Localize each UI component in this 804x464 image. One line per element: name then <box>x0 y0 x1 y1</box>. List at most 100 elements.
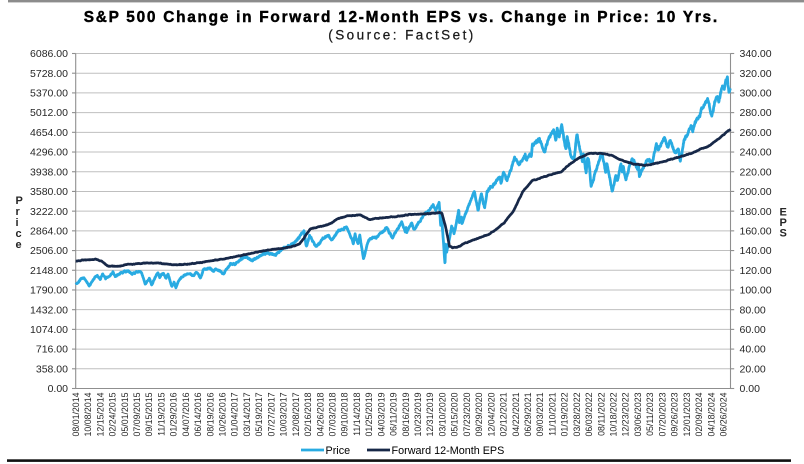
svg-text:04/26/2018: 04/26/2018 <box>315 392 325 436</box>
svg-text:3222.00: 3222.00 <box>30 206 68 218</box>
svg-text:04/03/2019: 04/03/2019 <box>376 392 386 436</box>
svg-text:05/11/2023: 05/11/2023 <box>645 392 655 435</box>
svg-text:12/31/2019: 12/31/2019 <box>425 392 435 436</box>
svg-text:09/29/2020: 09/29/2020 <box>474 392 484 436</box>
svg-text:07/09/2015: 07/09/2015 <box>132 392 142 436</box>
svg-text:280.00: 280.00 <box>740 107 772 119</box>
svg-text:01/04/2017: 01/04/2017 <box>230 392 240 436</box>
svg-text:300.00: 300.00 <box>740 88 772 100</box>
svg-text:i: i <box>16 217 19 229</box>
svg-text:01/29/2016: 01/29/2016 <box>169 392 179 436</box>
svg-text:1432.00: 1432.00 <box>30 304 68 316</box>
svg-text:06/26/2024: 06/26/2024 <box>719 392 729 436</box>
svg-text:10/03/2017: 10/03/2017 <box>279 392 289 436</box>
svg-text:09/03/2021: 09/03/2021 <box>535 392 545 436</box>
svg-text:2148.00: 2148.00 <box>30 265 68 277</box>
svg-text:5012.00: 5012.00 <box>30 107 68 119</box>
svg-text:12/08/2017: 12/08/2017 <box>291 392 301 436</box>
svg-text:P: P <box>780 217 787 229</box>
svg-text:Forward 12-Month EPS: Forward 12-Month EPS <box>392 445 505 457</box>
svg-text:80.00: 80.00 <box>740 304 766 316</box>
svg-text:60.00: 60.00 <box>740 324 766 336</box>
svg-text:09/26/2023: 09/26/2023 <box>670 392 680 436</box>
svg-text:07/23/2020: 07/23/2020 <box>462 392 472 436</box>
svg-text:02/16/2018: 02/16/2018 <box>303 392 313 436</box>
svg-text:P: P <box>16 195 23 207</box>
svg-text:S: S <box>780 228 787 240</box>
svg-text:200.00: 200.00 <box>740 186 772 198</box>
svg-text:09/10/2018: 09/10/2018 <box>340 392 350 436</box>
svg-text:Price: Price <box>326 445 351 457</box>
svg-text:S&P 500 Change in Forward 12-M: S&P 500 Change in Forward 12-Month EPS v… <box>84 9 719 26</box>
svg-text:08/11/2022: 08/11/2022 <box>596 392 606 435</box>
svg-text:240.00: 240.00 <box>740 147 772 159</box>
svg-text:2506.00: 2506.00 <box>30 245 68 257</box>
svg-text:06/11/2019: 06/11/2019 <box>389 392 399 435</box>
svg-text:10/26/2016: 10/26/2016 <box>218 392 228 436</box>
svg-text:220.00: 220.00 <box>740 166 772 178</box>
svg-text:5370.00: 5370.00 <box>30 88 68 100</box>
svg-text:02/12/2021: 02/12/2021 <box>499 392 509 436</box>
svg-text:12/04/2020: 12/04/2020 <box>486 392 496 436</box>
svg-text:08/19/2016: 08/19/2016 <box>205 392 215 436</box>
svg-text:c: c <box>16 228 22 240</box>
svg-text:1074.00: 1074.00 <box>30 324 68 336</box>
svg-text:3580.00: 3580.00 <box>30 186 68 198</box>
svg-text:03/06/2023: 03/06/2023 <box>633 392 643 436</box>
svg-text:07/20/2023: 07/20/2023 <box>657 392 667 436</box>
svg-text:(Source: FactSet): (Source: FactSet) <box>328 27 475 42</box>
svg-text:12/23/2022: 12/23/2022 <box>621 392 631 436</box>
svg-text:10/23/2019: 10/23/2019 <box>413 392 423 436</box>
svg-text:12/15/2014: 12/15/2014 <box>95 392 105 436</box>
svg-text:07/03/2018: 07/03/2018 <box>328 392 338 436</box>
svg-text:5728.00: 5728.00 <box>30 68 68 80</box>
svg-text:11/14/2018: 11/14/2018 <box>352 392 362 435</box>
svg-text:358.00: 358.00 <box>36 363 68 375</box>
svg-text:3938.00: 3938.00 <box>30 166 68 178</box>
svg-text:0.00: 0.00 <box>740 383 761 395</box>
svg-text:02/09/2024: 02/09/2024 <box>694 392 704 436</box>
svg-text:0.00: 0.00 <box>48 383 69 395</box>
svg-text:320.00: 320.00 <box>740 68 772 80</box>
svg-text:4296.00: 4296.00 <box>30 147 68 159</box>
svg-text:02/24/2015: 02/24/2015 <box>108 392 118 436</box>
svg-text:03/14/2017: 03/14/2017 <box>242 392 252 436</box>
svg-text:08/16/2019: 08/16/2019 <box>401 392 411 436</box>
svg-text:e: e <box>16 239 22 251</box>
svg-text:40.00: 40.00 <box>740 344 766 356</box>
svg-text:4654.00: 4654.00 <box>30 127 68 139</box>
svg-text:01/25/2019: 01/25/2019 <box>364 392 374 436</box>
svg-text:03/28/2022: 03/28/2022 <box>572 392 582 436</box>
svg-text:120.00: 120.00 <box>740 265 772 277</box>
svg-text:01/19/2022: 01/19/2022 <box>560 392 570 436</box>
svg-text:10/08/2014: 10/08/2014 <box>83 392 93 436</box>
svg-text:05/19/2017: 05/19/2017 <box>254 392 264 436</box>
svg-text:340.00: 340.00 <box>740 48 772 60</box>
svg-text:10/18/2022: 10/18/2022 <box>609 392 619 436</box>
svg-text:04/18/2024: 04/18/2024 <box>706 392 716 436</box>
svg-text:06/29/2021: 06/29/2021 <box>523 392 533 436</box>
svg-text:6086.00: 6086.00 <box>30 48 68 60</box>
svg-text:E: E <box>780 207 787 219</box>
svg-text:11/10/2021: 11/10/2021 <box>547 392 557 435</box>
svg-text:12/01/2023: 12/01/2023 <box>682 392 692 436</box>
svg-text:180.00: 180.00 <box>740 206 772 218</box>
svg-text:05/15/2020: 05/15/2020 <box>450 392 460 436</box>
svg-text:716.00: 716.00 <box>36 344 68 356</box>
svg-text:06/14/2016: 06/14/2016 <box>193 392 203 436</box>
svg-text:09/15/2015: 09/15/2015 <box>144 392 154 436</box>
svg-text:06/03/2022: 06/03/2022 <box>584 392 594 436</box>
svg-text:08/01/2014: 08/01/2014 <box>71 392 81 436</box>
svg-text:07/27/2017: 07/27/2017 <box>266 392 276 436</box>
svg-text:r: r <box>16 206 21 218</box>
svg-text:20.00: 20.00 <box>740 363 766 375</box>
svg-text:03/10/2020: 03/10/2020 <box>438 392 448 436</box>
svg-text:100.00: 100.00 <box>740 285 772 297</box>
svg-text:260.00: 260.00 <box>740 127 772 139</box>
svg-text:04/22/2021: 04/22/2021 <box>511 392 521 436</box>
svg-text:140.00: 140.00 <box>740 245 772 257</box>
svg-text:1790.00: 1790.00 <box>30 285 68 297</box>
svg-text:160.00: 160.00 <box>740 225 772 237</box>
svg-text:2864.00: 2864.00 <box>30 225 68 237</box>
svg-text:05/01/2015: 05/01/2015 <box>120 392 130 436</box>
